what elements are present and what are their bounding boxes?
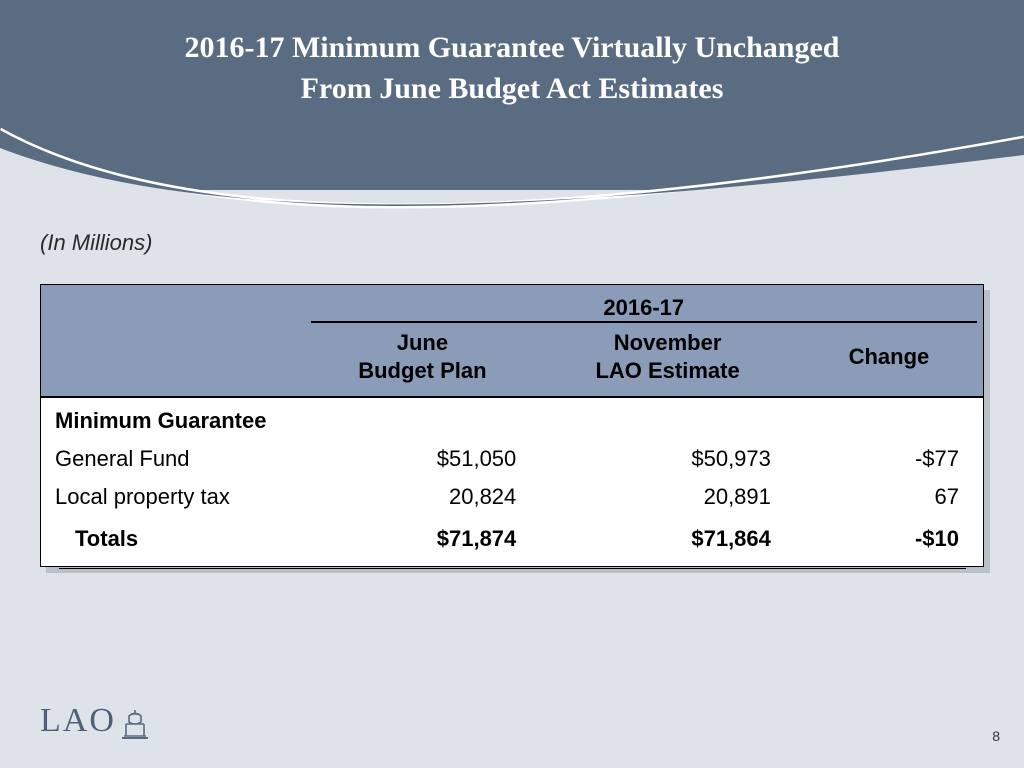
row-june: $51,050 <box>305 440 541 478</box>
totals-label: Totals <box>41 516 305 567</box>
header-empty <box>41 285 305 324</box>
totals-row: Totals $71,874 $71,864 -$10 <box>41 516 984 567</box>
page-number: 8 <box>992 728 1000 744</box>
logo-text: LAO <box>40 702 116 740</box>
header-band: 2016-17 Minimum Guarantee Virtually Unch… <box>0 0 1024 190</box>
totals-change: -$10 <box>795 516 984 567</box>
row-change: 67 <box>795 478 984 516</box>
table-row: Local property tax 20,824 20,891 67 <box>41 478 984 516</box>
col-header-2: NovemberLAO Estimate <box>540 323 795 397</box>
row-nov: 20,891 <box>540 478 795 516</box>
section-label: Minimum Guarantee <box>41 397 984 440</box>
row-nov: $50,973 <box>540 440 795 478</box>
col-header-1: JuneBudget Plan <box>305 323 541 397</box>
col-header-0 <box>41 323 305 397</box>
row-label: Local property tax <box>41 478 305 516</box>
page-title: 2016-17 Minimum Guarantee Virtually Unch… <box>0 0 1024 109</box>
col-header-3: Change <box>795 323 984 397</box>
totals-june: $71,874 <box>305 516 541 567</box>
data-table: 2016-17 JuneBudget Plan NovemberLAO Esti… <box>40 284 984 567</box>
row-label: General Fund <box>41 440 305 478</box>
title-line-1: 2016-17 Minimum Guarantee Virtually Unch… <box>184 31 839 64</box>
row-june: 20,824 <box>305 478 541 516</box>
totals-nov: $71,864 <box>540 516 795 567</box>
lao-logo: LAO <box>40 702 150 740</box>
table-row: General Fund $51,050 $50,973 -$77 <box>41 440 984 478</box>
header-span: 2016-17 <box>305 285 984 324</box>
table-container: 2016-17 JuneBudget Plan NovemberLAO Esti… <box>40 284 984 567</box>
capitol-icon <box>120 708 150 740</box>
row-change: -$77 <box>795 440 984 478</box>
title-line-2: From June Budget Act Estimates <box>301 72 724 105</box>
subtitle: (In Millions) <box>40 230 1024 256</box>
